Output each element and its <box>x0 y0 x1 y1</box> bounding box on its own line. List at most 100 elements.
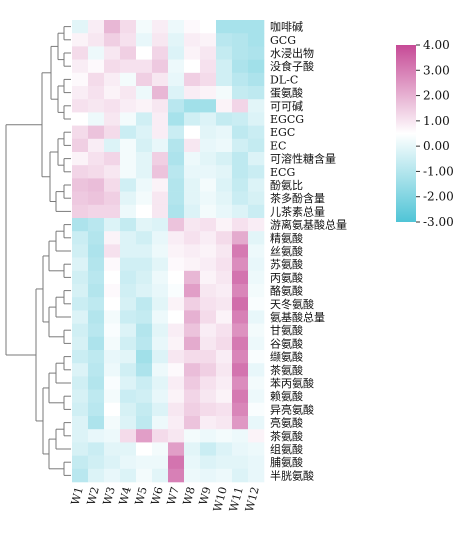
row-label: EC <box>270 139 286 152</box>
row-label: 缬氨酸 <box>270 350 303 364</box>
heatmap-cell <box>200 72 217 87</box>
heatmap-cell <box>216 204 233 219</box>
heatmap-cell <box>200 468 217 483</box>
heatmap-cell <box>72 323 89 338</box>
heatmap-cell <box>104 455 121 470</box>
heatmap-cell <box>136 402 153 417</box>
heatmap-cell <box>120 389 137 404</box>
heatmap-cell <box>152 257 169 272</box>
heatmap-cell <box>200 138 217 153</box>
heatmap-cell <box>104 244 121 258</box>
heatmap-cell <box>120 297 137 311</box>
heatmap-cell <box>136 336 153 351</box>
heatmap-cell <box>184 270 201 285</box>
heatmap-cell <box>200 46 217 60</box>
heatmap-cell <box>104 99 121 113</box>
heatmap-cell <box>216 112 233 126</box>
row-label: 组氨酸 <box>270 442 303 456</box>
heatmap-cell <box>248 204 265 219</box>
heatmap-cell <box>200 86 217 100</box>
heatmap-cell <box>232 72 249 87</box>
heatmap-cell <box>184 99 201 113</box>
row-label: 可溶性糖含量 <box>270 152 336 166</box>
heatmap-cell <box>152 336 169 351</box>
heatmap-cell <box>248 455 265 470</box>
heatmap-cell <box>184 244 201 258</box>
column-label: W1 <box>69 485 86 506</box>
heatmap-cell <box>88 402 105 417</box>
heatmap-cell <box>72 99 89 113</box>
heatmap-cell <box>216 270 233 285</box>
heatmap-cell <box>120 152 137 166</box>
heatmap-cell <box>136 323 153 338</box>
heatmap-cell <box>152 350 169 364</box>
heatmap-cell <box>120 112 137 126</box>
heatmap-cell <box>216 402 233 417</box>
colorbar-tick-label: -2.00 <box>423 190 454 204</box>
heatmap-cell <box>168 297 185 311</box>
heatmap-cell <box>104 138 121 153</box>
heatmap-cell <box>168 46 185 60</box>
row-label: 茶氨酸 <box>270 363 303 377</box>
row-label: 游离氨基酸总量 <box>270 218 347 232</box>
heatmap-cell <box>248 429 265 443</box>
heatmap-cell <box>232 138 249 153</box>
row-label: 咖啡碱 <box>270 20 303 34</box>
heatmap-cell <box>168 20 185 34</box>
heatmap-cell <box>72 152 89 166</box>
heatmap-cell <box>216 350 233 364</box>
heatmap-cell <box>120 350 137 364</box>
heatmap-cell <box>248 20 265 34</box>
heatmap-cell <box>72 46 89 60</box>
heatmap-cell <box>104 336 121 351</box>
heatmap-cell <box>248 152 265 166</box>
heatmap-cell <box>200 112 217 126</box>
row-label: 苏氨酸 <box>270 257 303 271</box>
heatmap-cell <box>184 455 201 470</box>
heatmap-cell <box>200 416 217 430</box>
heatmap-cell <box>184 297 201 311</box>
heatmap-cell <box>104 231 121 245</box>
heatmap-cell <box>184 350 201 364</box>
heatmap-cell <box>168 204 185 219</box>
heatmap-cell <box>200 270 217 285</box>
heatmap-cell <box>88 125 105 140</box>
heatmap-cell <box>232 112 249 126</box>
heatmap-cell <box>136 231 153 245</box>
heatmap-cell <box>104 86 121 100</box>
heatmap-cell <box>168 33 185 47</box>
heatmap-cell <box>88 152 105 166</box>
heatmap-cell <box>232 152 249 166</box>
heatmap-cell <box>104 376 121 390</box>
heatmap-cell <box>216 138 233 153</box>
heatmap-cell <box>72 231 89 245</box>
heatmap-cell <box>168 257 185 272</box>
heatmap-cell <box>200 244 217 258</box>
heatmap-cell <box>232 244 249 258</box>
heatmap-cell <box>216 297 233 311</box>
heatmap-cell <box>168 125 185 140</box>
heatmap-cell <box>88 191 105 206</box>
heatmap-cell <box>72 72 89 87</box>
heatmap-cell <box>120 244 137 258</box>
heatmap-cell <box>136 468 153 483</box>
heatmap-cell <box>168 191 185 206</box>
heatmap-cell <box>88 270 105 285</box>
heatmap-cell <box>152 165 169 179</box>
heatmap-cell <box>136 244 153 258</box>
heatmap-cell <box>152 270 169 285</box>
heatmap-cell <box>72 33 89 47</box>
heatmap-cell <box>152 468 169 483</box>
heatmap-cell <box>248 191 265 206</box>
heatmap-cell <box>216 284 233 298</box>
heatmap-cell <box>72 442 89 456</box>
heatmap-cell <box>120 46 137 60</box>
heatmap-cell <box>136 350 153 364</box>
heatmap-cell <box>200 442 217 456</box>
heatmap-cell <box>168 284 185 298</box>
heatmap-cell <box>152 284 169 298</box>
heatmap-cell <box>248 231 265 245</box>
heatmap-cell <box>184 389 201 404</box>
heatmap-cell <box>232 297 249 311</box>
